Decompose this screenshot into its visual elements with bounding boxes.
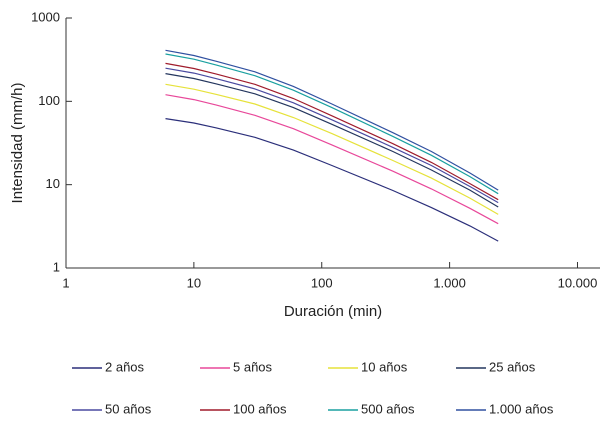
y-axis-label: Intensidad (mm/h)	[9, 83, 26, 204]
x-tick-label: 100	[311, 275, 333, 290]
legend-label: 500 años	[361, 401, 415, 416]
series-line	[165, 53, 499, 195]
series-line	[165, 67, 499, 204]
legend-label: 100 años	[233, 401, 287, 416]
series-line	[165, 118, 499, 242]
legend-label: 1.000 años	[489, 401, 554, 416]
series-line	[165, 73, 499, 208]
x-tick-label: 1	[62, 275, 69, 290]
x-tick-label: 1.000	[433, 275, 466, 290]
y-tick-label: 10	[46, 176, 60, 191]
x-tick-label: 10.000	[558, 275, 598, 290]
legend-label: 50 años	[105, 401, 152, 416]
series-line	[165, 62, 499, 201]
y-tick-label: 100	[38, 93, 60, 108]
x-tick-label: 10	[187, 275, 201, 290]
y-tick-label: 1	[53, 259, 60, 274]
legend-label: 10 años	[361, 359, 408, 374]
series-line	[165, 83, 499, 215]
legend-label: 25 años	[489, 359, 536, 374]
series-line	[165, 49, 499, 191]
legend-label: 2 años	[105, 359, 145, 374]
y-tick-label: 1000	[31, 9, 60, 24]
series-line	[165, 94, 499, 225]
x-axis-label: Duración (min)	[284, 303, 382, 320]
legend-label: 5 años	[233, 359, 273, 374]
